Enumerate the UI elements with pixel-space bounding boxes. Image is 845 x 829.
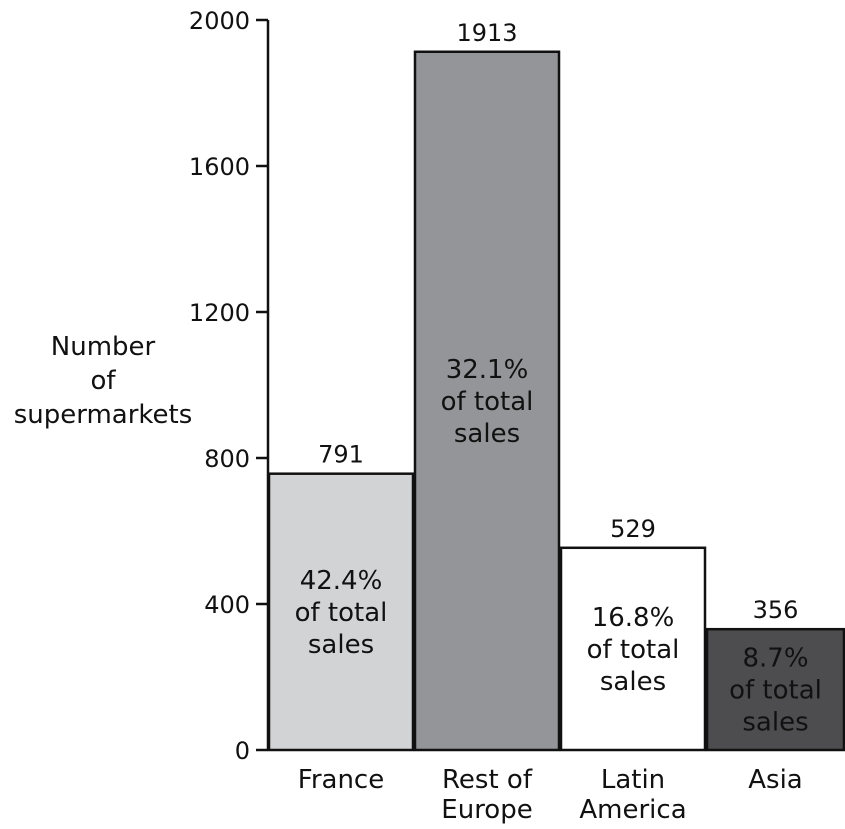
category-label: France	[298, 765, 384, 795]
y-axis: 0 400 800 1200 1600 2000	[189, 7, 270, 765]
bar-group: 791 42.4% of total sales	[267, 441, 415, 752]
category-label: Rest of Europe	[441, 765, 533, 825]
bar-group: 529 16.8% of total sales	[559, 515, 707, 752]
bar	[413, 50, 561, 752]
category-label: Latin America	[579, 765, 686, 825]
y-tick-label: 1200	[189, 299, 250, 327]
y-tick-label: 2000	[189, 7, 250, 35]
bar-value-label: 1913	[456, 19, 517, 47]
category-label: Asia	[748, 765, 803, 795]
category-labels: France Rest of Europe Latin America Asia	[298, 765, 803, 825]
bar-value-label: 791	[318, 441, 364, 469]
bar-value-label: 356	[753, 596, 799, 624]
y-tick-label: 800	[204, 445, 250, 473]
bar-group: 356 8.7% of total sales	[705, 596, 845, 752]
y-tick-label: 400	[204, 591, 250, 619]
bar-group: 1913 32.1% of total sales	[413, 19, 561, 752]
bar	[267, 472, 415, 752]
bar	[559, 546, 707, 752]
y-axis-title: Number of supermarkets	[14, 332, 193, 430]
sales-share-label: 8.7% of total sales	[729, 644, 822, 738]
y-tick-label: 0	[235, 737, 250, 765]
sales-share-label: 16.8% of total sales	[587, 603, 680, 697]
sales-share-label: 32.1% of total sales	[441, 355, 534, 449]
bar	[705, 627, 845, 752]
y-tick-label: 1600	[189, 153, 250, 181]
y-axis-label: Number of supermarkets	[14, 332, 193, 430]
bars: 791 42.4% of total sales 1913 32.1% of total sa…	[267, 19, 845, 752]
sales-share-label: 42.4% of total sales	[295, 566, 388, 660]
bar-value-label: 529	[610, 515, 656, 543]
